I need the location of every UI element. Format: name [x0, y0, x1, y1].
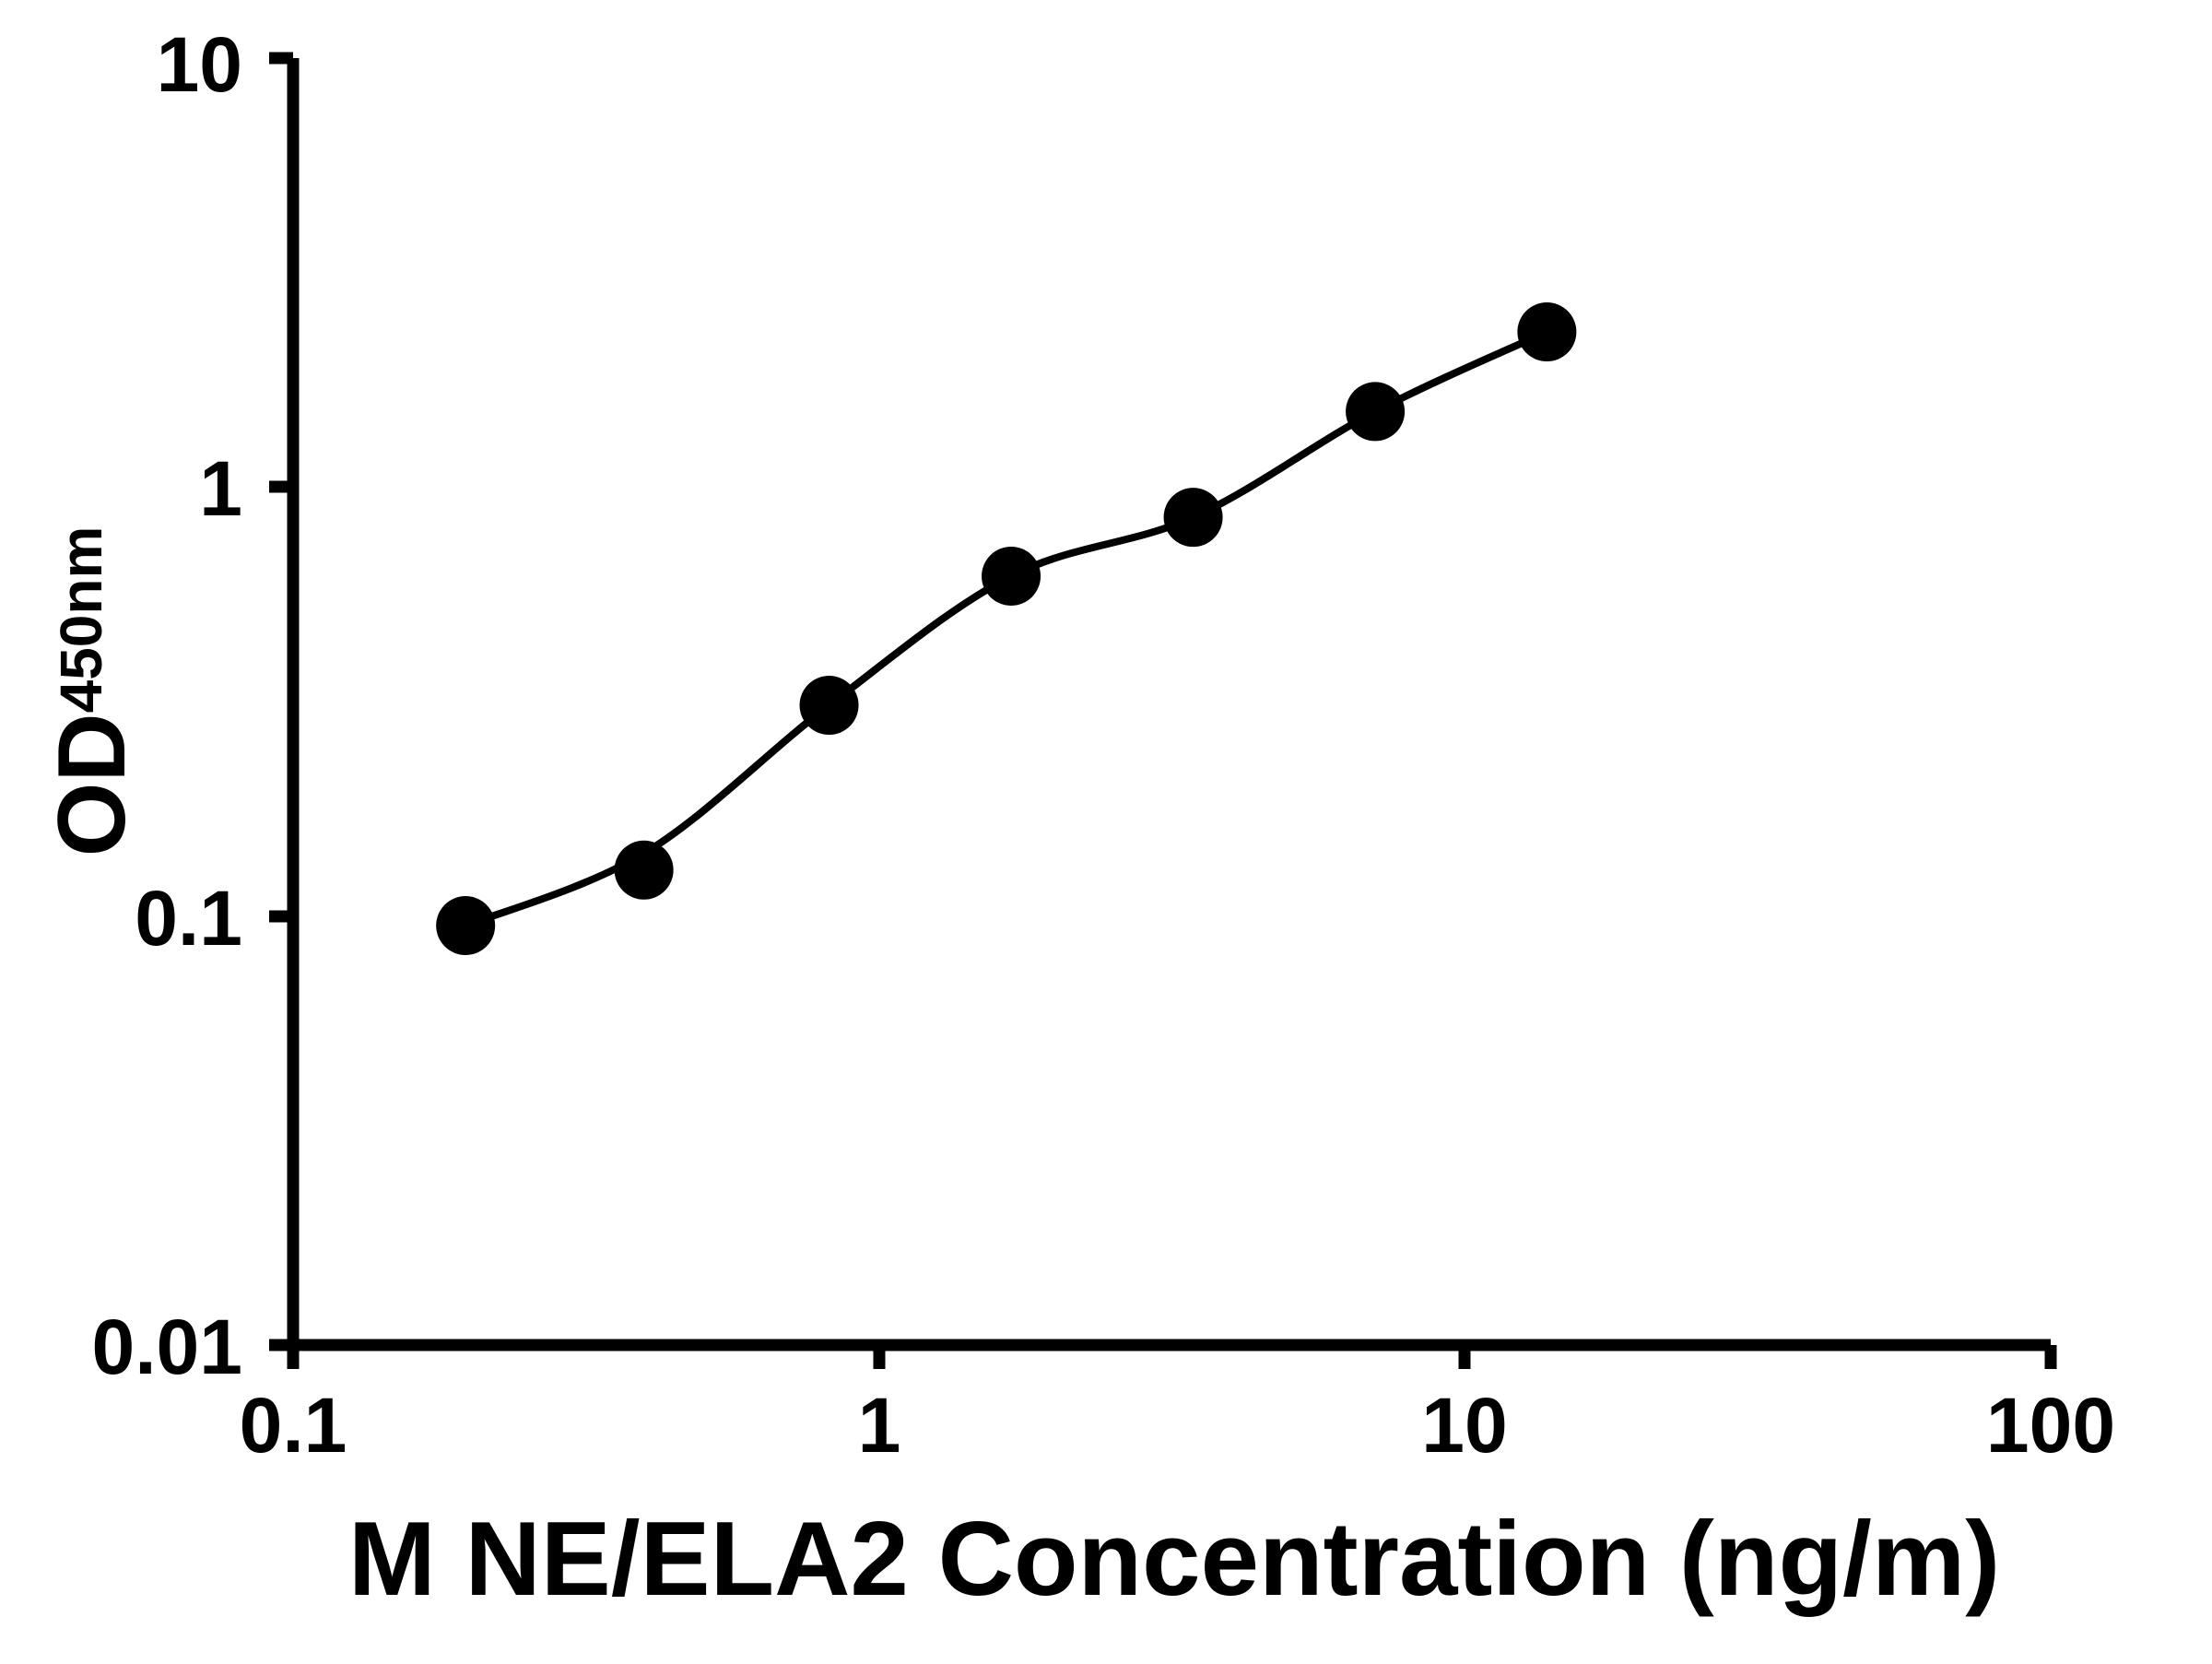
svg-text:10: 10 — [157, 21, 242, 108]
svg-text:0.1: 0.1 — [240, 1382, 347, 1469]
svg-text:10: 10 — [1421, 1382, 1507, 1469]
svg-text:1: 1 — [199, 445, 242, 532]
svg-text:M NE/ELA2 Concentration (ng/m): M NE/ELA2 Concentration (ng/m) — [348, 1501, 2000, 1618]
svg-text:1: 1 — [858, 1382, 901, 1469]
svg-text:0.01: 0.01 — [92, 1304, 243, 1390]
svg-text:0.1: 0.1 — [135, 875, 242, 962]
svg-text:100: 100 — [1986, 1382, 2115, 1469]
